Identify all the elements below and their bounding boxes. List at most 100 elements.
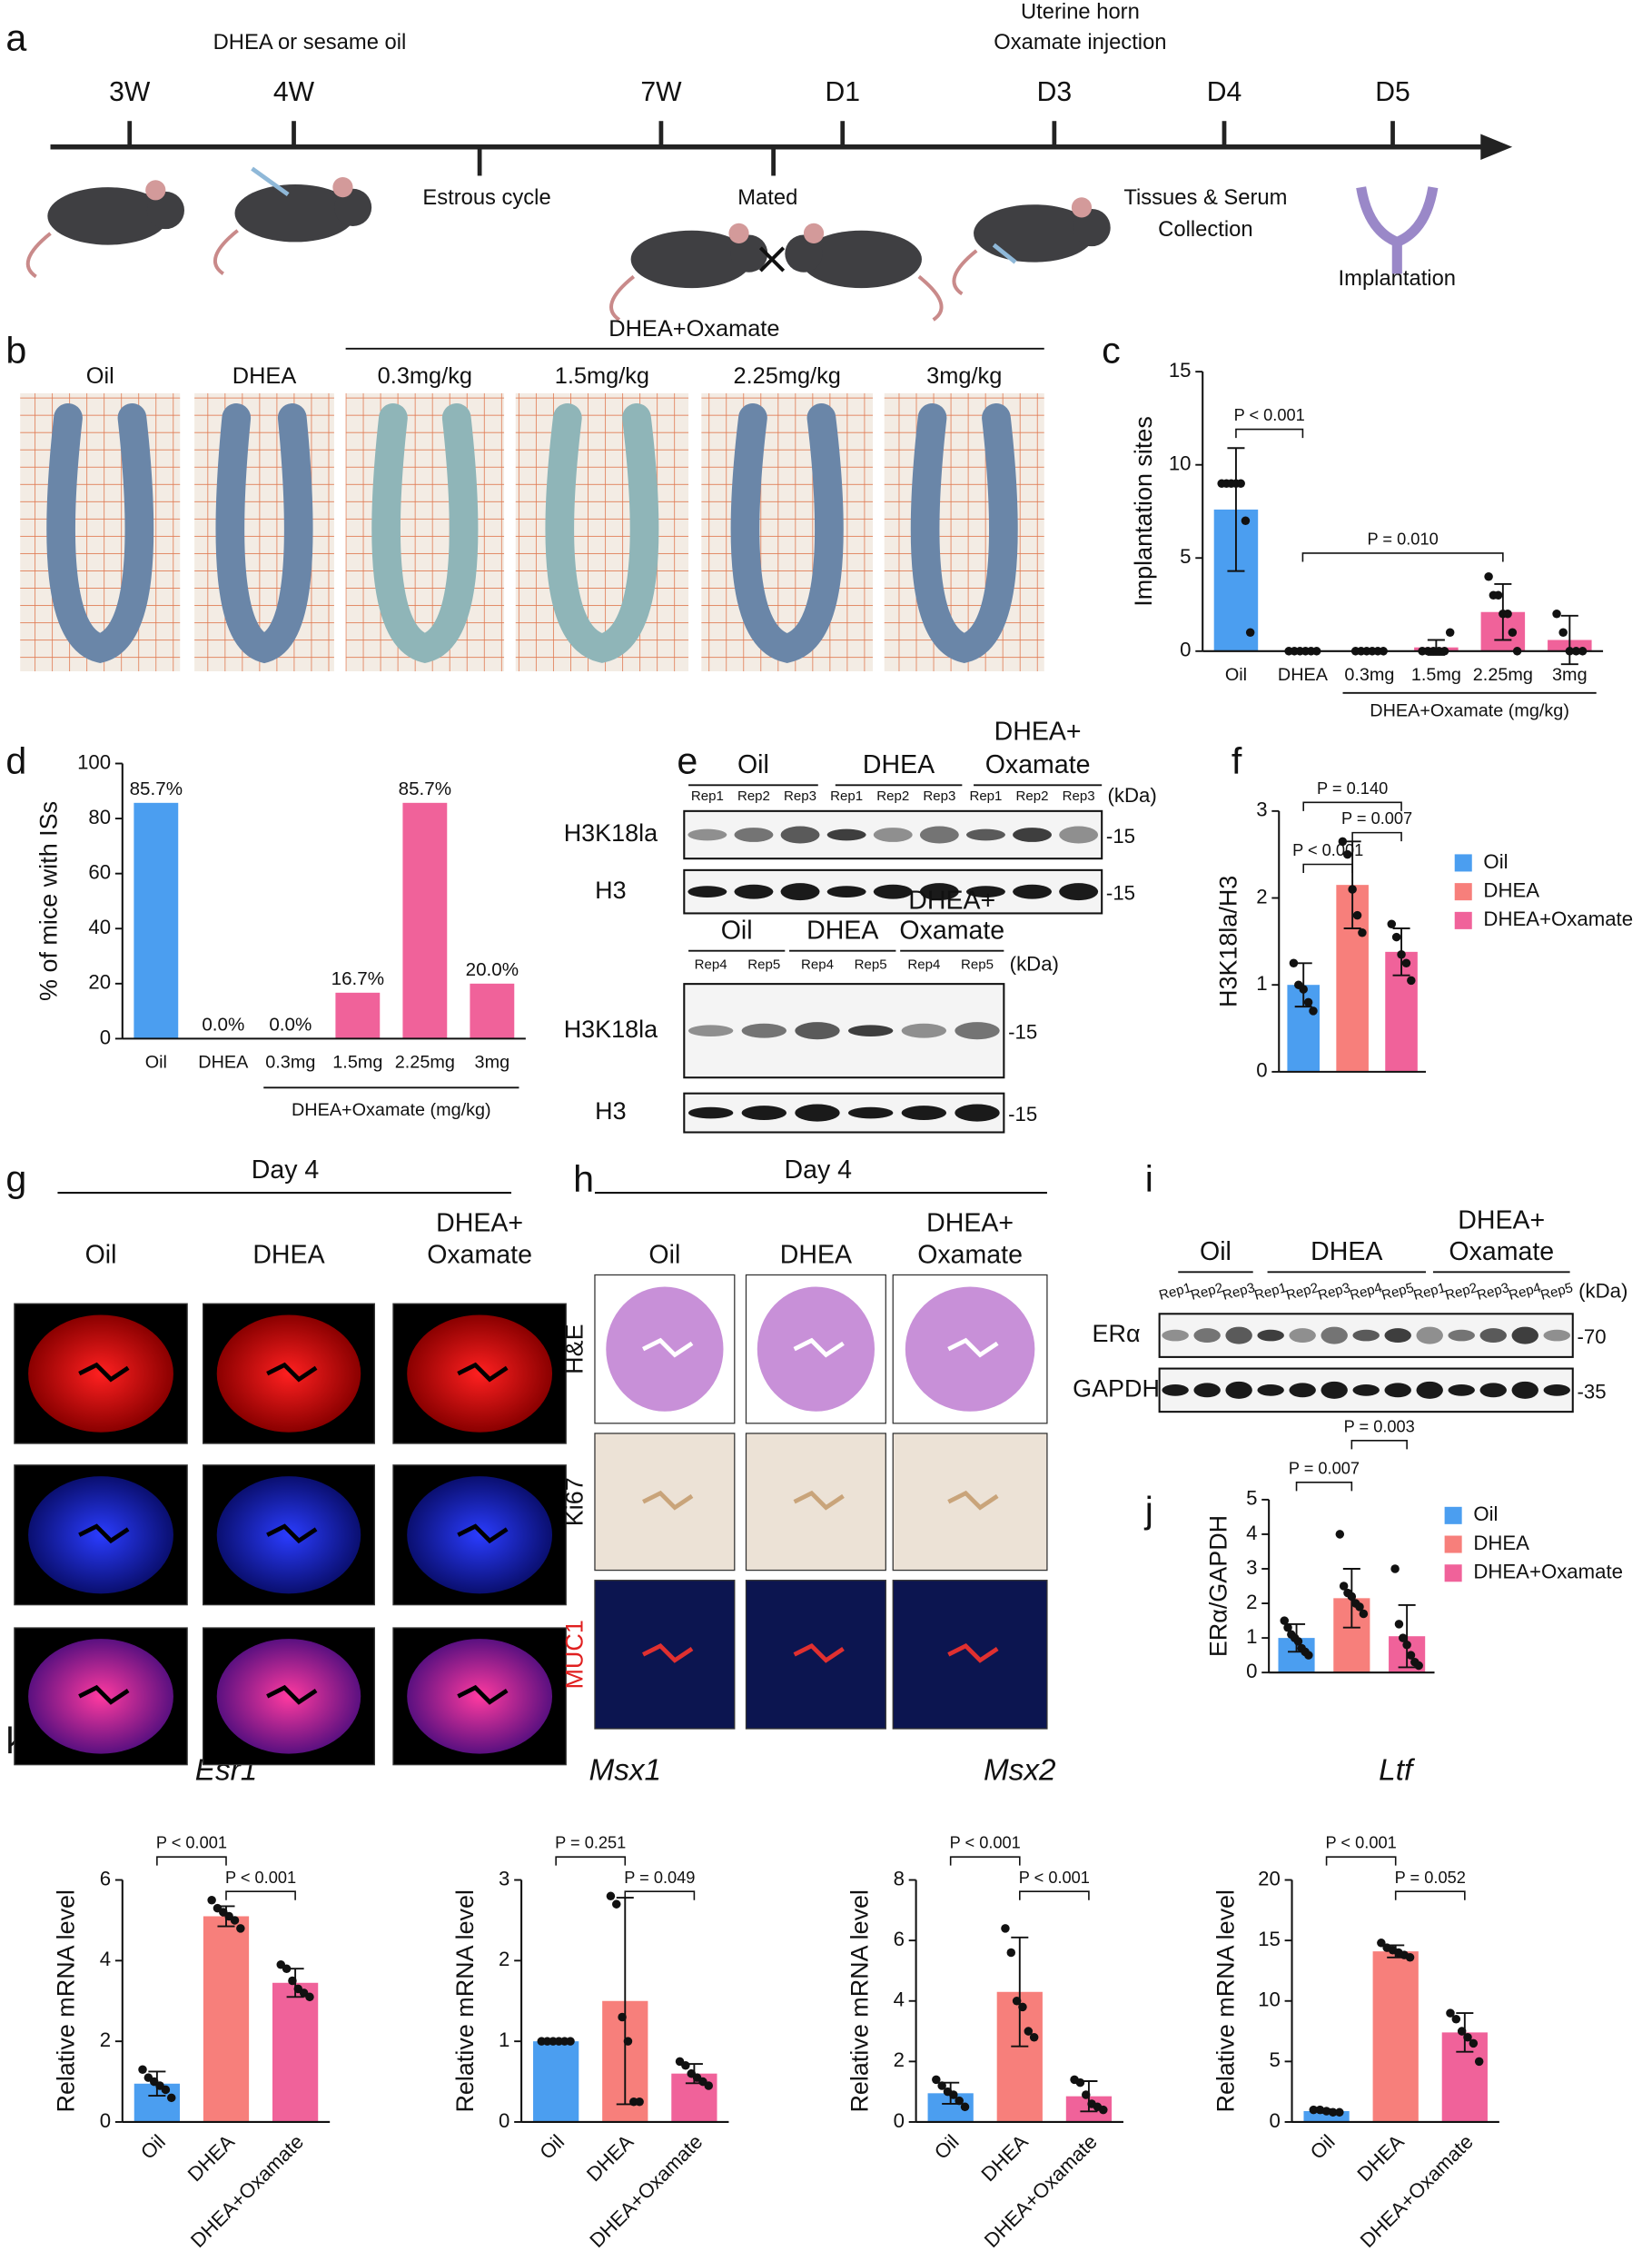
tissue (905, 1286, 1035, 1412)
data-point (623, 2037, 633, 2046)
blot-band (1416, 1381, 1443, 1399)
y-tick-label: 8 (894, 1867, 905, 1889)
group-label: DHEA+Oxamate (mg/kg) (292, 1100, 491, 1120)
x-tick-label: 2.25mg (1473, 665, 1533, 685)
data-point (161, 2085, 171, 2095)
blot-band (955, 1022, 1000, 1040)
data-point (612, 1899, 621, 1909)
column-label: Oil (648, 1240, 680, 1269)
panel-letter: h (573, 1157, 594, 1199)
x-tick-label: 3mg (475, 1053, 510, 1073)
uterus-photo (515, 392, 689, 672)
y-tick-label: 6 (894, 1928, 905, 1950)
value-label: 16.7% (331, 968, 384, 989)
data-point (1309, 1007, 1318, 1016)
lane-label: Rep2 (737, 788, 770, 804)
group-label: Oxamate (985, 750, 1091, 779)
blot-image (683, 983, 1005, 1079)
data-point (1342, 849, 1352, 859)
x-tick-label: DHEA (183, 2130, 239, 2186)
blot-band (1162, 1329, 1189, 1342)
tissue (216, 1476, 361, 1594)
blot-band (901, 1106, 946, 1121)
lane-label: Rep4 (801, 957, 834, 973)
uterus (910, 403, 1018, 664)
lumen (78, 1362, 130, 1383)
lane-label: Rep2 (1284, 1280, 1320, 1304)
blot-band (1479, 1383, 1507, 1398)
lane-label: Rep2 (1444, 1280, 1479, 1304)
data-point (566, 2037, 575, 2046)
lane-label: Rep2 (1016, 788, 1049, 804)
legend-label: DHEA+Oxamate (1473, 1561, 1623, 1583)
data-point (1099, 2105, 1108, 2115)
y-axis-label: Relative mRNA level (451, 1889, 479, 2113)
lane-label: Rep1 (1157, 1280, 1192, 1304)
data-point (1303, 997, 1313, 1007)
data-point (305, 1992, 314, 2002)
error-bar (1011, 1936, 1029, 2048)
blot-band (1225, 1381, 1252, 1399)
blot-band (848, 1025, 894, 1037)
group-label: Oil (1200, 1237, 1232, 1266)
lumen (947, 1642, 999, 1663)
timeline-arrow (1480, 134, 1513, 161)
y-tick-label: 3 (1256, 798, 1267, 821)
chart-title: Msx2 (984, 1753, 1056, 1787)
tissue (216, 1314, 361, 1433)
blot-band (965, 886, 1005, 897)
data-point (1359, 1609, 1369, 1619)
lane-label: Rep3 (784, 788, 816, 804)
lane-label: Rep5 (1380, 1280, 1415, 1304)
y-tick-label: 2 (100, 2028, 111, 2051)
event-label: Collection (1158, 217, 1252, 242)
group-label: DHEA (806, 917, 878, 946)
mouse-ear (145, 180, 166, 201)
x-tick-label: Oil (136, 2130, 170, 2164)
uterus-photo (701, 392, 874, 672)
uterus-photo (20, 392, 181, 672)
blot-band (1013, 828, 1053, 842)
unit-label: (kDa) (1578, 1279, 1627, 1302)
column-label: DHEA+ (436, 1209, 523, 1238)
data-point (1293, 1637, 1303, 1646)
lumen (457, 1362, 509, 1383)
bar (272, 1982, 319, 2122)
blot-band (1013, 884, 1053, 899)
group-label: Oil (737, 750, 769, 779)
time-label: 3W (109, 77, 151, 107)
column-label: Oxamate (917, 1240, 1023, 1269)
significance-bracket (1351, 831, 1402, 842)
data-point (704, 2081, 714, 2090)
lumen (266, 1684, 318, 1705)
x-tick-label: 1.5mg (1411, 665, 1461, 685)
data-point (1407, 976, 1416, 986)
group-label: DHEA+Oxamate (mg/kg) (1370, 701, 1569, 721)
data-point (1335, 2107, 1344, 2117)
x-tick-label: 3mg (1552, 665, 1588, 685)
data-point (1391, 932, 1401, 942)
micrograph (892, 1580, 1048, 1730)
x-tick-label: Oil (1306, 2130, 1340, 2164)
data-point (1236, 479, 1245, 488)
y-axis-label: Relative mRNA level (846, 1889, 873, 2113)
column-label: Oil (86, 363, 114, 389)
cross (758, 246, 786, 273)
tissue (28, 1314, 173, 1433)
blot-band (688, 1106, 734, 1119)
protein-label: ERα (1093, 1320, 1141, 1347)
syringe (992, 243, 1017, 264)
data-point (1399, 1633, 1408, 1642)
group-label: DHEA (1311, 1237, 1382, 1266)
x-tick-label: DHEA (977, 2130, 1033, 2186)
y-axis-label: Implantation sites (1130, 416, 1157, 607)
data-point (1358, 928, 1367, 937)
significance-bracket (1394, 1890, 1466, 1900)
y-tick-label: 20 (1258, 1867, 1281, 1889)
tissue (407, 1476, 553, 1594)
blot-band (780, 826, 820, 844)
lumen (642, 1337, 694, 1358)
lane-label: Rep2 (1189, 1280, 1224, 1304)
legend-label: DHEA+Oxamate (1483, 907, 1633, 930)
data-point (1390, 1564, 1400, 1573)
